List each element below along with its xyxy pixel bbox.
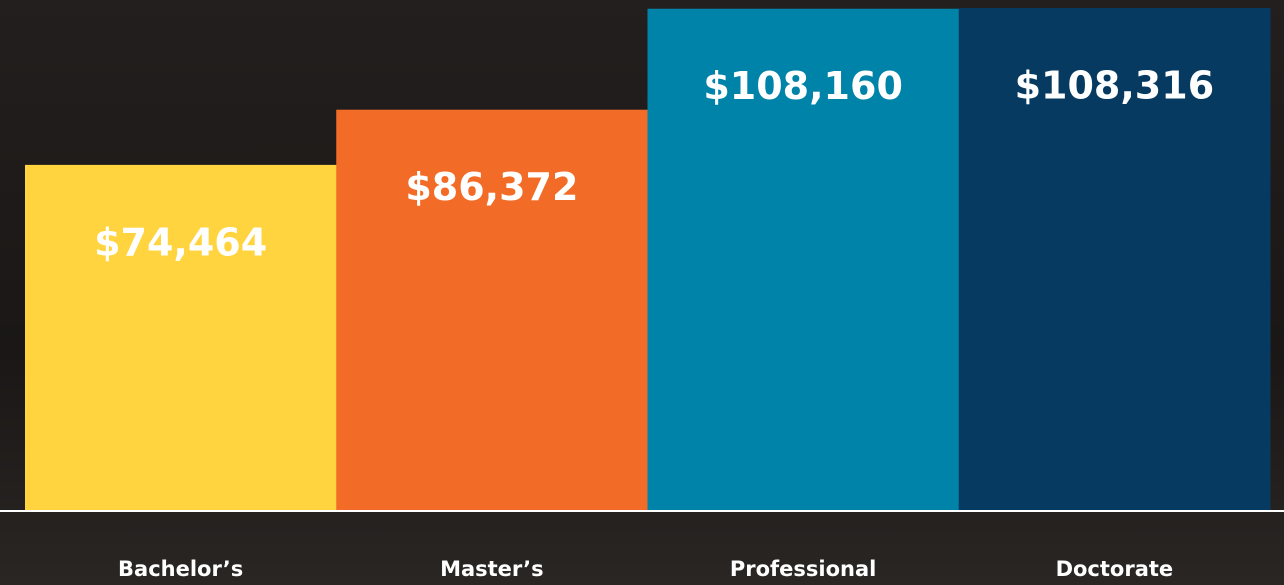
bar — [958, 8, 1271, 510]
bar — [647, 8, 960, 511]
bar — [25, 164, 337, 510]
category-label: Bachelor’s — [118, 557, 243, 581]
category-label: Professional — [730, 557, 877, 581]
bar — [336, 109, 648, 511]
value-label: $74,464 — [94, 220, 267, 264]
value-label: $108,316 — [1015, 64, 1215, 108]
bars: $74,464 Bachelor’s $86,372 Master’s $108,160… — [25, 8, 1271, 581]
category-label: Master’s — [440, 557, 544, 581]
category-label: Doctorate — [1056, 557, 1174, 581]
value-label: $108,160 — [703, 64, 903, 108]
value-label: $86,372 — [405, 165, 578, 209]
